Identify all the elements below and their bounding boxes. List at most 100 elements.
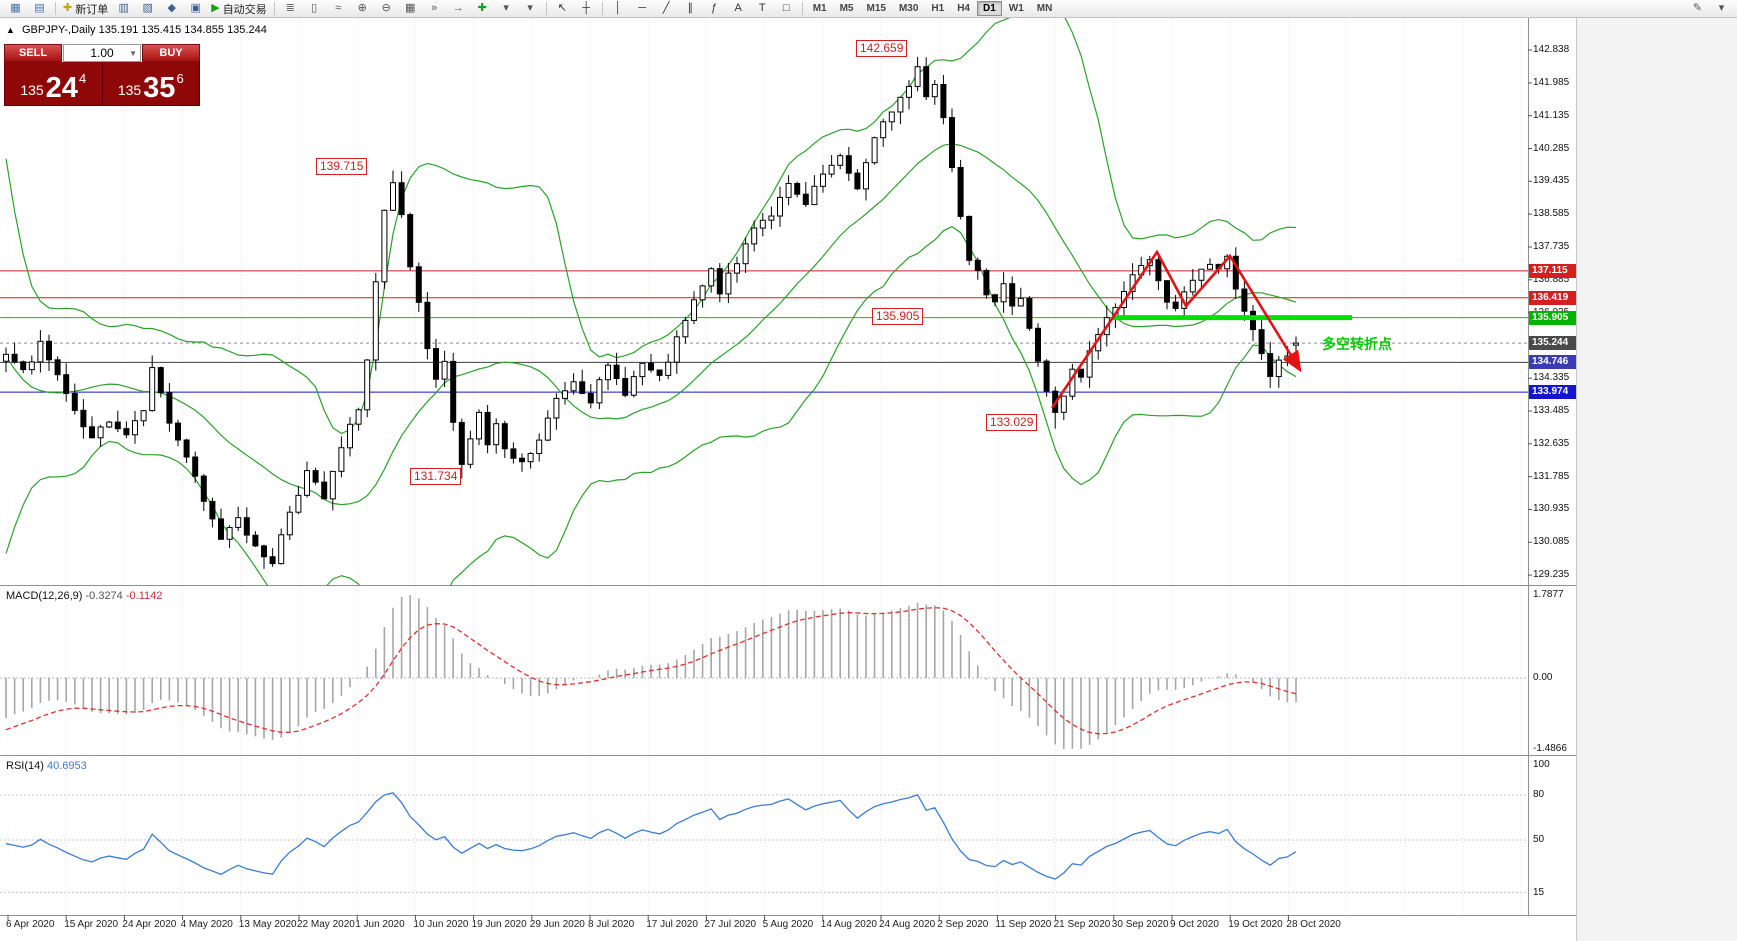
data-window-icon[interactable]: ▧ — [142, 2, 153, 14]
time-scale-label[interactable]: 2 Sep 2020 — [937, 919, 989, 930]
chart-title: ▲ GBPJPY-,Daily 135.191 135.415 134.855 … — [6, 24, 267, 36]
time-scale-label[interactable]: 19 Jun 2020 — [471, 919, 527, 930]
macd-name: MACD(12,26,9) — [6, 590, 83, 602]
time-scale-label[interactable]: 13 May 2020 — [238, 919, 297, 930]
market-watch-icon[interactable]: ▥ — [118, 2, 129, 14]
templates-icon[interactable]: ▾ — [527, 2, 533, 14]
sell-price-frac: 24 — [45, 72, 78, 105]
toolbar-separator — [273, 2, 275, 15]
fibonacci-icon[interactable]: ƒ — [711, 2, 718, 14]
timeframe-W1[interactable]: W1 — [1008, 3, 1024, 14]
rsi-scale-tick: 50 — [1533, 834, 1545, 845]
chart-ohlc-values: 135.191 135.415 134.855 135.244 — [98, 24, 267, 36]
price-scale-tick: 131.785 — [1533, 470, 1570, 482]
toolbar-separator — [545, 2, 547, 15]
timeframe-M15[interactable]: M15 — [866, 3, 886, 14]
lot-dropdown-icon[interactable]: ▼ — [129, 49, 137, 58]
sell-price-int: 135 — [20, 82, 44, 98]
macd-scale-tick: -1.4866 — [1533, 743, 1567, 754]
new-order-button[interactable]: ✚ 新订单 — [63, 2, 109, 16]
price-callout-label[interactable]: 131.734 — [410, 468, 462, 485]
time-scale-label[interactable]: 1 Jun 2020 — [355, 919, 405, 930]
bar-chart-icon[interactable]: ≣ — [285, 2, 295, 14]
line-chart-icon[interactable]: ≈ — [335, 2, 342, 14]
buy-button[interactable]: BUY — [142, 44, 200, 62]
time-scale-label[interactable]: 17 Jul 2020 — [646, 919, 698, 930]
timeframe-M1[interactable]: M1 — [812, 3, 827, 14]
time-scale-label[interactable]: 10 Jun 2020 — [413, 919, 469, 930]
navigator-icon[interactable]: ◆ — [167, 2, 176, 14]
price-scale-tick: 137.735 — [1533, 240, 1570, 252]
timeframe-H4[interactable]: H4 — [957, 3, 970, 14]
trendline-icon[interactable]: ╱ — [662, 2, 670, 14]
chart-shift-icon[interactable]: → — [452, 2, 464, 14]
time-scale-label[interactable]: 24 Apr 2020 — [122, 919, 177, 930]
timeframe-H1[interactable]: H1 — [931, 3, 945, 14]
price-scale-tick: 139.435 — [1533, 175, 1570, 187]
time-scale-label[interactable]: 5 Aug 2020 — [762, 919, 814, 930]
autotrading-button[interactable]: ▶ 自动交易 — [211, 2, 267, 16]
zoom-out-icon[interactable]: ⊖ — [381, 2, 391, 14]
time-scale-label[interactable]: 9 Oct 2020 — [1170, 919, 1219, 930]
timeframe-M30[interactable]: M30 — [898, 3, 919, 14]
label-icon[interactable]: T — [758, 2, 766, 14]
price-callout-label[interactable]: 135.905 — [872, 308, 924, 325]
time-scale-label[interactable]: 22 May 2020 — [297, 919, 355, 930]
lot-size-input[interactable]: 1.00 ▼ — [63, 44, 141, 62]
price-scale-tick: 129.235 — [1533, 569, 1570, 581]
timeframe-MN[interactable]: MN — [1036, 3, 1053, 14]
periods-icon[interactable]: ▾ — [503, 2, 509, 14]
more-icon[interactable]: ▾ — [1718, 2, 1725, 14]
time-scale-label[interactable]: 19 Oct 2020 — [1228, 919, 1283, 930]
tile-windows-icon[interactable]: ▦ — [404, 2, 416, 14]
sell-price[interactable]: 135 24 4 — [5, 62, 102, 105]
indicators-icon[interactable]: ✚ — [477, 2, 487, 14]
time-scale-label[interactable]: 8 Jul 2020 — [588, 919, 635, 930]
price-scale-tick: 140.285 — [1533, 142, 1570, 154]
vertical-line-icon[interactable]: │ — [614, 2, 622, 14]
toolbar-separator — [55, 2, 56, 15]
time-scale-label[interactable]: 4 May 2020 — [180, 919, 233, 930]
annotation-text[interactable]: 多空转折点 — [1322, 336, 1392, 352]
timeframe-M5[interactable]: M5 — [839, 3, 854, 14]
sell-button[interactable]: SELL — [4, 44, 62, 62]
price-callout-label[interactable]: 139.715 — [316, 158, 368, 175]
new-chart-icon[interactable]: ▦ — [10, 2, 21, 14]
one-click-trading-panel: SELL 1.00 ▼ BUY 135 24 4 135 35 6 — [4, 44, 200, 106]
cursor-icon[interactable]: ↖ — [557, 2, 567, 14]
time-scale-label[interactable]: 24 Aug 2020 — [879, 919, 936, 930]
text-icon[interactable]: A — [734, 2, 742, 14]
zoom-in-icon[interactable]: ⊕ — [357, 2, 367, 14]
price-scale-tick: 136.885 — [1533, 273, 1570, 285]
channel-icon[interactable]: ∥ — [687, 2, 693, 14]
price-callout-label[interactable]: 133.029 — [986, 414, 1038, 431]
terminal-icon[interactable]: ▣ — [190, 2, 201, 14]
rsi-value: 40.6953 — [46, 760, 87, 772]
time-scale-label[interactable]: 29 Jun 2020 — [529, 919, 585, 930]
toolbar: ▦ ▤ ✚ 新订单 ▥ ▧ ◆ ▣ ▶ 自动交易 ≣ ▯ ≈ ⊕ ⊖ ▦ » → ✚ ▾ ▾ ↖ ┼ │ ─ ╱ ∥ ƒ A T □ M1 M5… — [0, 0, 1737, 18]
time-scale-label[interactable]: 21 Sep 2020 — [1053, 919, 1111, 930]
trend-zigzag-arrow[interactable] — [1050, 249, 1302, 409]
timeframe-D1[interactable]: D1 — [977, 1, 1002, 16]
candlestick-icon[interactable]: ▯ — [311, 2, 318, 14]
time-scale-label[interactable]: 11 Sep 2020 — [995, 919, 1052, 930]
price-callout-label[interactable]: 142.659 — [856, 40, 908, 57]
shapes-icon[interactable]: □ — [782, 2, 790, 14]
horizontal-line-icon[interactable]: ─ — [638, 2, 647, 14]
profiles-icon[interactable]: ▤ — [34, 2, 45, 14]
time-scale-label[interactable]: 15 Apr 2020 — [64, 919, 119, 930]
crosshair-icon[interactable]: ┼ — [582, 2, 591, 14]
time-scale-label[interactable]: 30 Sep 2020 — [1111, 919, 1169, 930]
price-scale-tick: 130.935 — [1533, 503, 1570, 515]
time-scale-label[interactable]: 14 Aug 2020 — [820, 919, 877, 930]
trade-panel-collapse-arrow[interactable]: ▲ — [6, 25, 15, 35]
price-badge: 135.244 — [1529, 336, 1576, 351]
time-scale-label[interactable]: 27 Jul 2020 — [704, 919, 757, 930]
edit-icon[interactable]: ✎ — [1692, 2, 1703, 14]
buy-price[interactable]: 135 35 6 — [101, 62, 200, 105]
auto-scroll-icon[interactable]: » — [431, 2, 438, 14]
rsi-scale-tick: 100 — [1533, 759, 1550, 770]
time-scale-label[interactable]: 28 Oct 2020 — [1286, 919, 1341, 930]
time-scale-label[interactable]: 6 Apr 2020 — [6, 919, 55, 930]
